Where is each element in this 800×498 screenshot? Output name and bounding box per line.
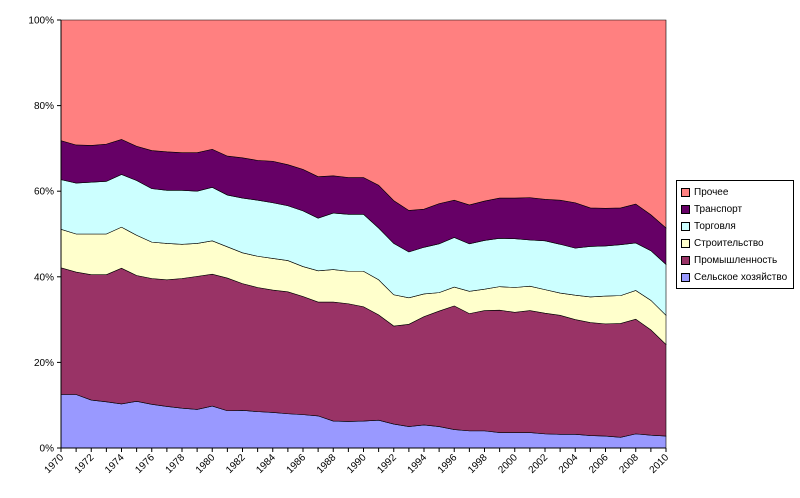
x-tick-label: 1978 xyxy=(164,452,188,476)
x-tick-label: 1976 xyxy=(133,452,157,476)
legend-swatch xyxy=(681,222,690,231)
x-tick-label: 1998 xyxy=(466,452,490,476)
legend-swatch xyxy=(681,205,690,214)
legend-item: Сельское хозяйство xyxy=(681,269,789,286)
y-tick-label: 80% xyxy=(34,101,54,112)
legend-item: Промышленность xyxy=(681,252,789,269)
legend-label: Прочее xyxy=(694,187,729,198)
x-tick-label: 1988 xyxy=(315,452,339,476)
x-tick-label: 1984 xyxy=(254,452,278,476)
x-tick-label: 2000 xyxy=(496,452,520,476)
legend: Прочее Транспорт Торговля Строительство Пром… xyxy=(676,180,794,289)
legend-swatch xyxy=(681,188,690,197)
y-tick-label: 40% xyxy=(34,272,54,283)
x-tick-label: 2004 xyxy=(557,452,581,476)
y-tick-label: 60% xyxy=(34,187,54,198)
x-tick-label: 1994 xyxy=(406,452,430,476)
legend-label: Строительство xyxy=(694,238,764,249)
y-tick-label: 0% xyxy=(40,444,55,455)
legend-label: Промышленность xyxy=(694,255,778,266)
area-series-5 xyxy=(60,19,667,229)
y-tick-label: 20% xyxy=(34,358,54,369)
legend-swatch xyxy=(681,239,690,248)
legend-item: Торговля xyxy=(681,218,789,235)
x-tick-label: 1982 xyxy=(224,452,248,476)
x-tick-label: 1986 xyxy=(285,452,309,476)
x-axis-ticks: 1970 1972 1974 1976 1978 1980 1982 1984 1986 1988… xyxy=(43,448,672,476)
x-tick-label: 2008 xyxy=(617,452,641,476)
legend-swatch xyxy=(681,273,690,282)
x-tick-label: 1996 xyxy=(436,452,460,476)
legend-item: Транспорт xyxy=(681,201,789,218)
legend-swatch xyxy=(681,256,690,265)
legend-item: Строительство xyxy=(681,235,789,252)
legend-label: Транспорт xyxy=(694,204,743,215)
x-tick-label: 1972 xyxy=(73,452,97,476)
x-tick-label: 1990 xyxy=(345,452,369,476)
x-tick-label: 2010 xyxy=(648,452,672,476)
y-axis-ticks: 0% 20% 40% 60% 80% 100% xyxy=(28,16,61,455)
x-tick-label: 1970 xyxy=(43,452,67,476)
legend-label: Торговля xyxy=(694,221,736,232)
x-tick-label: 2006 xyxy=(587,452,611,476)
y-tick-label: 100% xyxy=(28,16,54,27)
x-tick-label: 1980 xyxy=(194,452,218,476)
x-tick-label: 1974 xyxy=(103,452,127,476)
plot-areas xyxy=(60,19,667,449)
x-tick-label: 1992 xyxy=(375,452,399,476)
legend-label: Сельское хозяйство xyxy=(694,272,788,283)
x-tick-label: 2002 xyxy=(527,452,551,476)
legend-item: Прочее xyxy=(681,184,789,201)
